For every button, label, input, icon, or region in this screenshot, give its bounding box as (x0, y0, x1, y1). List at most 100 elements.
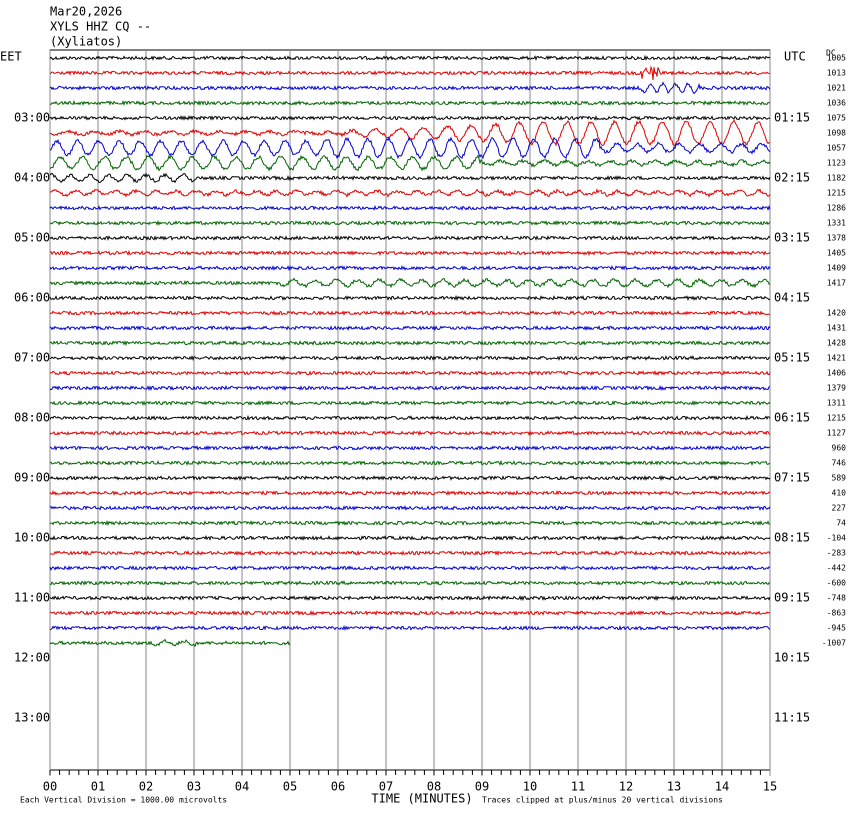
dc-offset: 1215 (827, 189, 846, 198)
dc-offset: -1007 (822, 639, 846, 648)
dc-offset: -104 (827, 534, 846, 543)
dc-offset: 1405 (827, 249, 846, 258)
x-tick-label: 08 (427, 780, 441, 794)
trace (49, 474, 771, 482)
trace (49, 535, 771, 542)
x-tick-label: 13 (667, 780, 681, 794)
trace (49, 445, 771, 451)
trace (49, 429, 771, 437)
x-tick-label: 06 (331, 780, 345, 794)
right-time: 09:15 (774, 591, 810, 605)
dc-offset: 227 (832, 504, 847, 513)
left-time: 09:00 (14, 471, 50, 485)
dc-offset: 1021 (827, 84, 846, 93)
trace (49, 99, 771, 107)
x-tick-label: 00 (43, 780, 57, 794)
dc-offset: 1331 (827, 219, 846, 228)
trace (49, 54, 771, 62)
trace (49, 414, 771, 421)
trace (49, 294, 771, 302)
x-tick-label: 14 (715, 780, 729, 794)
trace (49, 340, 771, 347)
trace (49, 505, 771, 511)
trace (49, 234, 771, 241)
trace (49, 136, 771, 160)
right-time: 07:15 (774, 471, 810, 485)
right-time: 05:15 (774, 351, 810, 365)
trace (49, 187, 771, 198)
dc-offset: 746 (832, 459, 847, 468)
x-tick-label: 02 (139, 780, 153, 794)
header-date: Mar20,2026 (50, 5, 122, 19)
trace (49, 355, 771, 362)
trace (49, 154, 771, 172)
left-time: 03:00 (14, 111, 50, 125)
footer-scale: Each Vertical Division = 1000.00 microvo… (20, 796, 227, 805)
dc-offset: -863 (827, 609, 846, 618)
left-time: 04:00 (14, 171, 50, 185)
trace (49, 264, 771, 272)
trace (49, 115, 771, 121)
dc-offset: 1420 (827, 309, 846, 318)
dc-offset: 1013 (827, 69, 846, 78)
left-time: 10:00 (14, 531, 50, 545)
dc-offset: -600 (827, 579, 846, 588)
right-time: 10:15 (774, 651, 810, 665)
dc-offset: 1215 (827, 414, 846, 423)
trace (49, 609, 771, 616)
x-tick-label: 10 (523, 780, 537, 794)
trace (49, 638, 291, 648)
x-tick-label: 15 (763, 780, 777, 794)
x-tick-label: 12 (619, 780, 633, 794)
header-site: (Xyliatos) (50, 35, 122, 49)
dc-offset: 410 (832, 489, 847, 498)
right-time: 04:15 (774, 291, 810, 305)
trace (49, 219, 771, 226)
dc-offset: 1127 (827, 429, 846, 438)
trace (49, 489, 771, 496)
dc-offset: -283 (827, 549, 846, 558)
dc-offset: 1005 (827, 54, 846, 63)
trace (49, 459, 771, 467)
x-axis-label: TIME (MINUTES) (371, 792, 472, 806)
header-station: XYLS HHZ CQ -- (50, 20, 151, 34)
left-time: 08:00 (14, 411, 50, 425)
x-tick-label: 01 (91, 780, 105, 794)
trace (50, 519, 771, 527)
dc-offset: 1311 (827, 399, 846, 408)
left-time: 11:00 (14, 591, 50, 605)
dc-offset: 1409 (827, 264, 846, 273)
left-zone: EET (0, 50, 22, 64)
dc-offset: -945 (827, 624, 846, 633)
dc-offset: 1286 (827, 204, 846, 213)
x-tick-label: 05 (283, 780, 297, 794)
right-time: 06:15 (774, 411, 810, 425)
trace (49, 324, 771, 332)
left-time: 07:00 (14, 351, 50, 365)
dc-offset: 589 (832, 474, 847, 483)
x-tick-label: 09 (475, 780, 489, 794)
x-tick-label: 03 (187, 780, 201, 794)
trace (49, 624, 771, 632)
dc-offset: 1421 (827, 354, 846, 363)
trace (49, 204, 771, 212)
trace (49, 81, 771, 95)
trace (49, 399, 771, 407)
dc-offset: 1378 (827, 234, 846, 243)
dc-offset: -442 (827, 564, 846, 573)
right-time: 11:15 (774, 711, 810, 725)
left-time: 05:00 (14, 231, 50, 245)
trace (49, 595, 771, 602)
dc-offset: 1075 (827, 114, 846, 123)
plot-frame (49, 49, 771, 771)
right-time: 08:15 (774, 531, 810, 545)
dc-offset: -748 (827, 594, 846, 603)
dc-header: DC (826, 49, 836, 58)
trace (49, 565, 771, 572)
trace (49, 370, 771, 376)
right-time: 01:15 (774, 111, 810, 125)
trace (49, 249, 771, 257)
x-tick-label: 11 (571, 780, 585, 794)
dc-offset: 960 (832, 444, 847, 453)
